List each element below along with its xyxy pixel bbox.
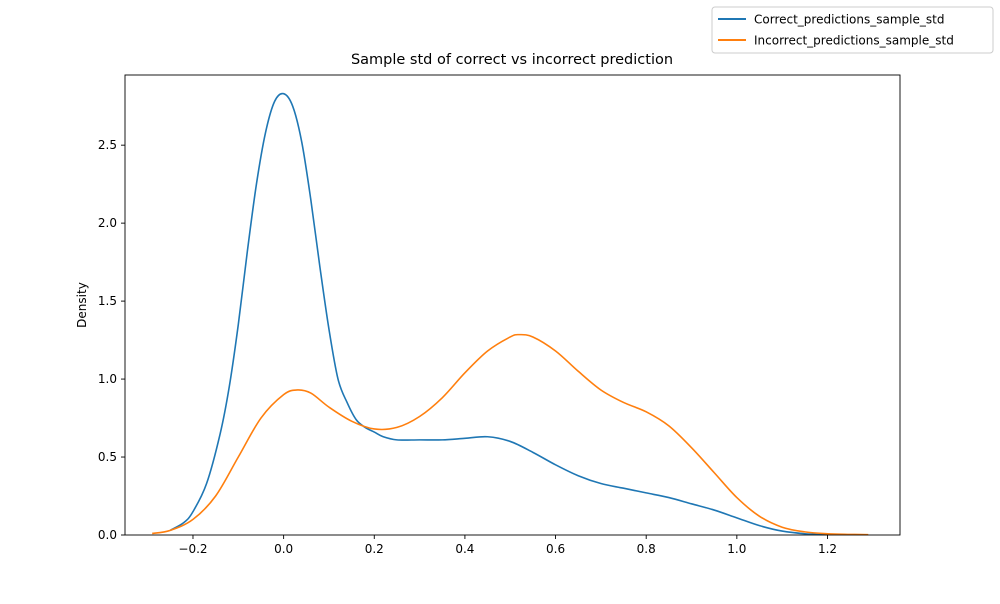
series-layer (152, 92, 869, 536)
y-axis-label: Density (75, 282, 89, 328)
x-tick-label: 0.4 (455, 542, 474, 556)
y-tick-label: 2.0 (98, 216, 117, 230)
x-tick-label: 0.8 (637, 542, 656, 556)
plot-frame (124, 74, 901, 536)
y-tick-label: 0.5 (98, 450, 117, 464)
series-line-correct (169, 92, 828, 536)
legend-frame (711, 6, 994, 54)
y-axis-ticks: 0.0 0.5 1.0 1.5 2.0 2.5 (98, 138, 125, 542)
y-tick-label: 1.0 (98, 372, 117, 386)
y-tick-label: 0.0 (98, 528, 117, 542)
x-axis-ticks: −0.2 0.0 0.2 0.4 0.6 0.8 1.0 1.2 (178, 535, 837, 556)
x-tick-label: 0.2 (365, 542, 384, 556)
x-tick-label: 1.2 (818, 542, 837, 556)
chart-title: Sample std of correct vs incorrect predi… (351, 52, 673, 68)
x-tick-label: 0.0 (274, 542, 293, 556)
legend-label-correct: Correct_predictions_sample_std (754, 13, 944, 27)
x-tick-label: −0.2 (178, 542, 207, 556)
y-tick-label: 2.5 (98, 138, 117, 152)
y-tick-label: 1.5 (98, 294, 117, 308)
legend: Correct_predictions_sample_std Incorrect… (711, 6, 994, 54)
legend-label-incorrect: Incorrect_predictions_sample_std (754, 34, 954, 48)
x-tick-label: 0.6 (546, 542, 565, 556)
series-line-incorrect (152, 333, 869, 536)
x-tick-label: 1.0 (727, 542, 746, 556)
